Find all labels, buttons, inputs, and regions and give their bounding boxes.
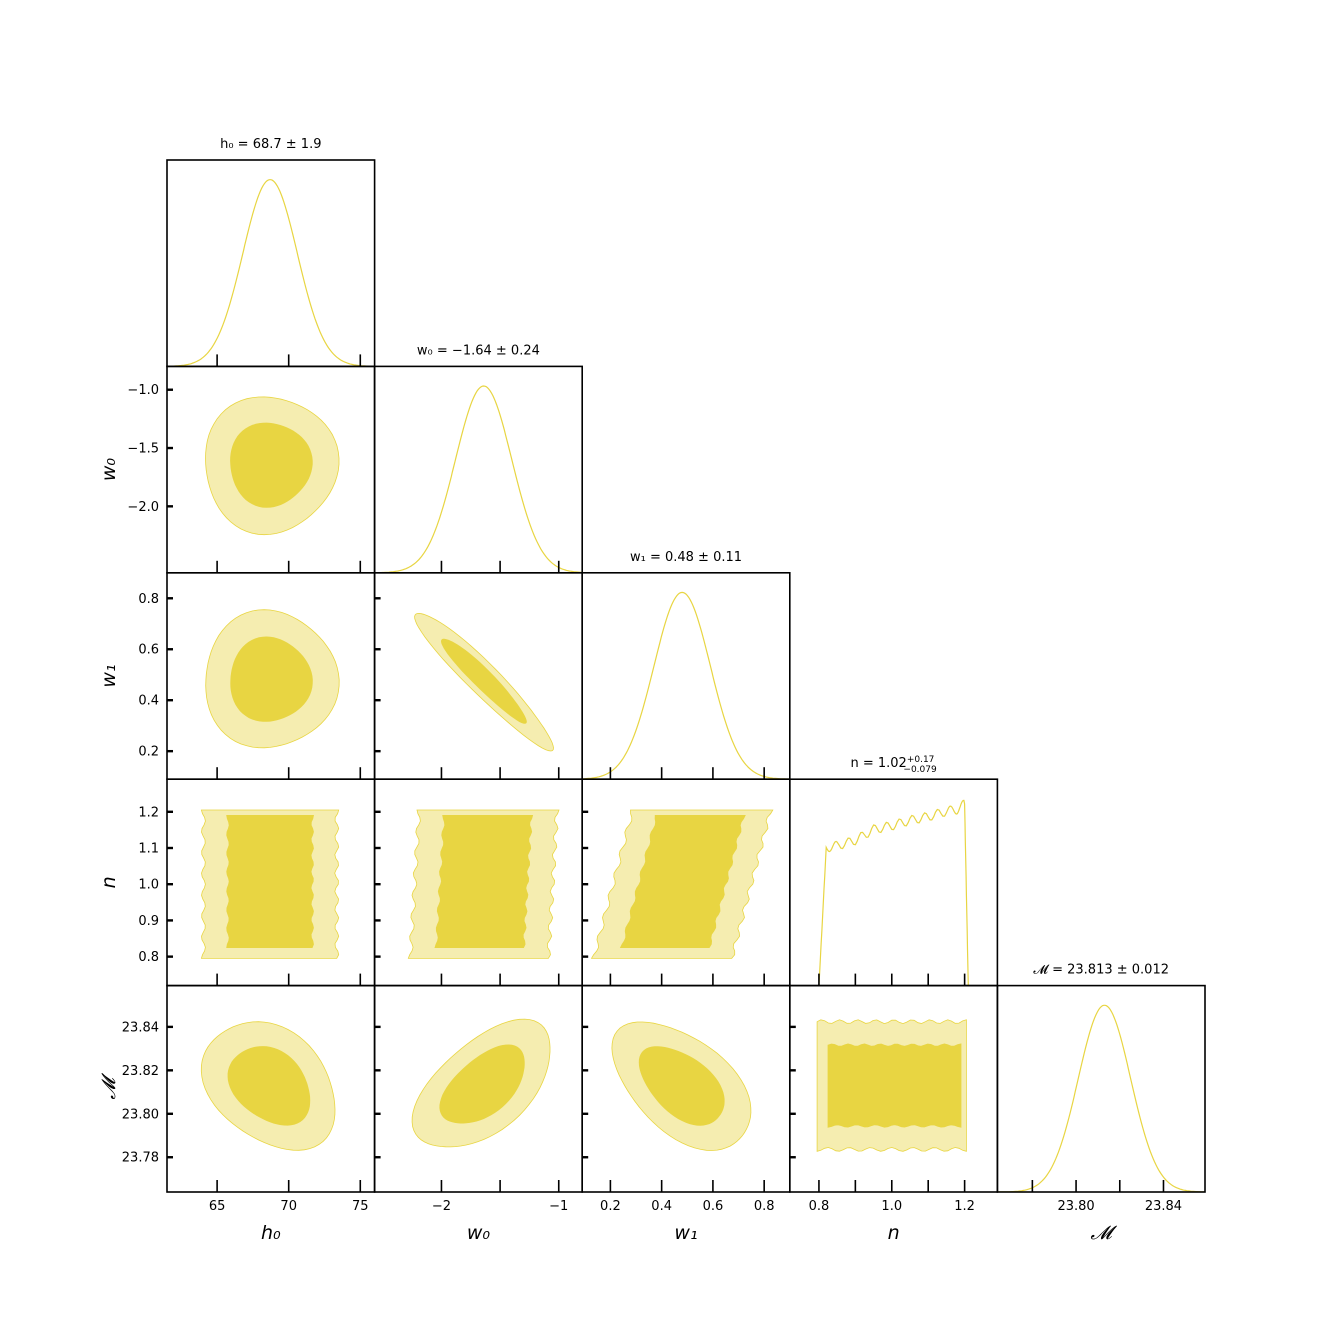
- y-axis-label-M: 𝓜: [98, 1072, 120, 1099]
- marginal-curve-n: [818, 799, 969, 986]
- marginal-title-M: 𝓜 = 23.813 ± 0.012: [1033, 963, 1169, 978]
- contour-panel-n-vs-w1: [590, 809, 774, 959]
- y-tick-label-n: 0.9: [138, 914, 159, 929]
- contour-panel-M-vs-w1: [611, 1021, 752, 1151]
- x-axis-label-w0: w₀: [467, 1222, 491, 1244]
- y-tick-label-M: 23.82: [122, 1064, 159, 1079]
- y-axis-label-w1: w₁: [98, 664, 120, 687]
- marginal-panel-w0: [374, 385, 583, 573]
- contour-panel-M-vs-h0: [200, 1021, 336, 1151]
- marginal-panel-w1: [582, 591, 790, 780]
- x-tick-label-n: 0.8: [809, 1199, 830, 1214]
- x-tick-label-h0: 65: [209, 1199, 226, 1214]
- marginal-title-w1: w₁ = 0.48 ± 0.11: [630, 550, 742, 565]
- y-tick-label-M: 23.78: [122, 1151, 159, 1166]
- x-axis-label-n: n: [888, 1222, 900, 1244]
- contour-1sigma: [439, 1044, 525, 1124]
- y-tick-label-M: 23.84: [122, 1020, 159, 1035]
- y-tick-label-w0: −1.0: [127, 383, 159, 398]
- contour-panel-n-vs-h0: [200, 809, 340, 959]
- marginal-title-text: w₀ = −1.64 ± 0.24: [417, 343, 540, 358]
- contour-panel-w1-vs-w0: [414, 612, 554, 752]
- x-tick-label-h0: 70: [280, 1199, 297, 1214]
- contour-1sigma: [440, 638, 527, 724]
- y-axis-label-w0: w₀: [98, 458, 120, 482]
- marginal-title-lower-error: −0.079: [903, 765, 937, 775]
- contour-1sigma: [227, 1046, 311, 1126]
- y-tick-label-n: 1.1: [138, 842, 159, 857]
- y-tick-label-M: 23.80: [122, 1107, 159, 1122]
- contour-panel-w0-vs-h0: [205, 396, 340, 536]
- marginal-curve-w0: [374, 385, 583, 573]
- contour-1sigma: [638, 1046, 725, 1126]
- contour-panel-M-vs-w0: [411, 1018, 551, 1148]
- y-tick-label-w1: 0.2: [138, 745, 159, 760]
- contour-1sigma: [230, 422, 313, 508]
- y-axis-label-n: n: [98, 876, 120, 888]
- marginal-title-w0: w₀ = −1.64 ± 0.24: [417, 343, 540, 358]
- contour-panel-n-vs-w0: [407, 809, 560, 959]
- contour-1sigma: [226, 815, 314, 948]
- x-tick-label-w1: 0.4: [651, 1199, 672, 1214]
- y-tick-label-n: 0.8: [138, 950, 159, 965]
- contour-1sigma: [827, 1043, 962, 1128]
- panel-frame: [581, 571, 791, 780]
- marginal-title-h0: h₀ = 68.7 ± 1.9: [220, 137, 321, 152]
- contour-1sigma: [619, 815, 746, 948]
- marginal-panel-M: [997, 1004, 1205, 1192]
- contour-panel-M-vs-n: [816, 1019, 967, 1152]
- y-tick-label-n: 1.0: [138, 878, 159, 893]
- y-tick-label-w0: −1.5: [127, 442, 159, 457]
- x-tick-label-w0: −1: [549, 1199, 568, 1214]
- x-tick-label-w1: 0.6: [703, 1199, 724, 1214]
- x-tick-label-w1: 0.2: [600, 1199, 621, 1214]
- marginal-curve-w1: [582, 591, 790, 780]
- marginal-title-text: w₁ = 0.48 ± 0.11: [630, 550, 742, 565]
- x-tick-label-h0: 75: [352, 1199, 369, 1214]
- x-axis-label-M: 𝓜: [1091, 1222, 1118, 1244]
- y-tick-label-w1: 0.6: [138, 643, 159, 658]
- marginal-title-text: h₀ = 68.7 ± 1.9: [220, 137, 321, 152]
- x-tick-label-w0: −2: [432, 1199, 451, 1214]
- contour-panel-w1-vs-h0: [205, 609, 340, 749]
- marginal-title-n: n = 1.02+0.17 −0.079: [850, 755, 937, 775]
- marginal-title-text: n = 1.02: [850, 756, 906, 771]
- panel-frame: [996, 984, 1206, 1193]
- x-tick-label-n: 1.0: [881, 1199, 902, 1214]
- y-tick-label-w1: 0.8: [138, 592, 159, 607]
- x-tick-label-M: 23.80: [1057, 1199, 1094, 1214]
- marginal-curve-M: [997, 1004, 1205, 1192]
- marginal-title-upper-error: +0.17: [907, 755, 935, 765]
- x-axis-label-w1: w₁: [674, 1222, 697, 1244]
- y-tick-label-n: 1.2: [138, 805, 159, 820]
- marginal-curve-h0: [167, 179, 375, 367]
- x-tick-label-M: 23.84: [1145, 1199, 1182, 1214]
- x-tick-label-n: 1.2: [954, 1199, 975, 1214]
- x-tick-label-w1: 0.8: [754, 1199, 775, 1214]
- marginal-panel-h0: [167, 179, 375, 367]
- panel-frame: [166, 159, 376, 368]
- y-tick-label-w0: −2.0: [127, 500, 159, 515]
- y-tick-label-w1: 0.4: [138, 694, 159, 709]
- x-axis-label-h0: h₀: [261, 1222, 281, 1244]
- panel-frame: [373, 365, 584, 574]
- contour-1sigma: [434, 815, 534, 948]
- marginal-panel-n: [818, 799, 969, 986]
- contour-1sigma: [230, 636, 313, 722]
- marginal-title-text: 𝓜 = 23.813 ± 0.012: [1033, 963, 1169, 978]
